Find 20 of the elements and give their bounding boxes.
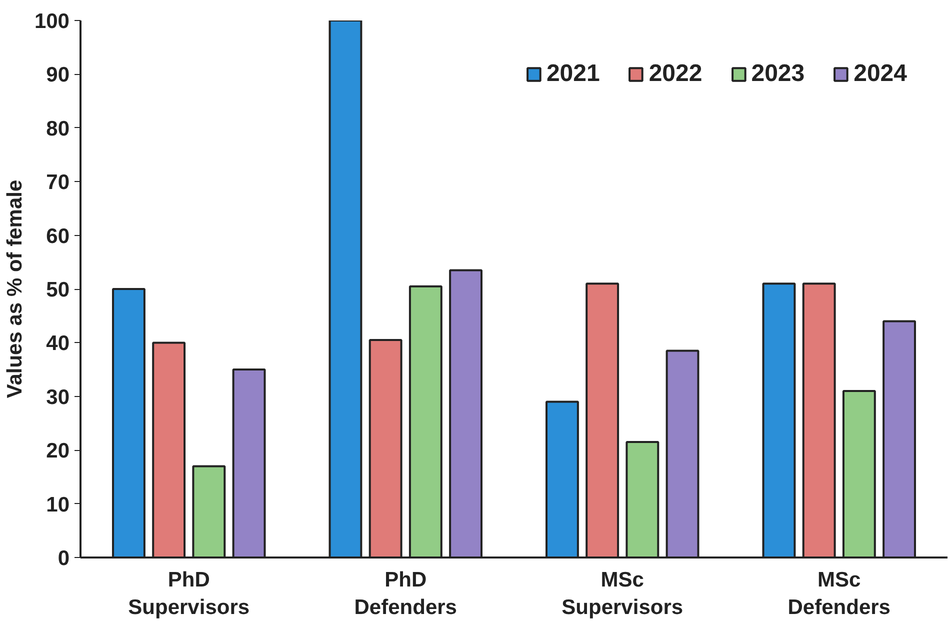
x-tick-label: MSc Defenders [788, 568, 890, 620]
y-tick-label: 50 [46, 278, 70, 302]
x-tick-label: PhD Defenders [354, 568, 457, 620]
y-axis-title: Values as % of female [3, 180, 26, 398]
legend-label: 2024 [854, 60, 907, 88]
y-tick-label: 70 [46, 171, 70, 194]
y-tick-label: 0 [58, 547, 70, 570]
legend-label: 2022 [648, 60, 702, 88]
y-tick-label: 30 [46, 386, 70, 409]
legend-label: 2021 [546, 60, 600, 88]
y-tick-label: 60 [46, 224, 70, 248]
y-tick-label: 100 [34, 10, 70, 33]
y-tick-label: 80 [46, 117, 70, 140]
y-tick-label: 20 [46, 440, 70, 463]
y-tick-label: 10 [46, 493, 70, 516]
x-tick-label: PhD Supervisors [128, 568, 250, 620]
y-tick-label: 90 [46, 64, 70, 87]
x-tick-label: MSc Supervisors [562, 568, 684, 620]
y-tick-label: 40 [46, 332, 70, 356]
legend-label: 2023 [751, 60, 805, 88]
